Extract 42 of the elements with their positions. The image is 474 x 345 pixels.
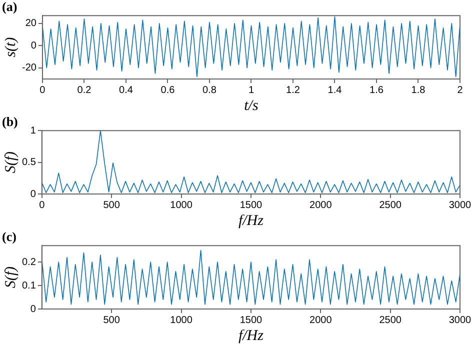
x-tick-label: 0.6 (160, 84, 176, 96)
x-tick-label: 1.8 (411, 84, 426, 96)
x-axis-title: f/Hz (238, 328, 264, 344)
x-tick-label: 1000 (170, 200, 193, 211)
x-tick-label: 3000 (448, 314, 472, 326)
x-tick-label: 2000 (310, 200, 332, 211)
chart-title: (b) (2, 114, 18, 130)
x-tick-label: 500 (103, 314, 120, 326)
x-tick-label: 500 (103, 200, 120, 211)
x-tick-label: 2500 (379, 314, 402, 326)
x-tick-label: 2000 (310, 314, 332, 326)
y-axis-title: S(f) (2, 151, 19, 174)
x-tick-label: 0.2 (77, 84, 92, 96)
y-tick-label: 1 (30, 125, 36, 136)
y-tick-label: 0 (30, 188, 36, 200)
x-tick-label: 0 (39, 200, 46, 211)
x-axis-title: f/Hz (238, 212, 264, 229)
chart-title: (c) (2, 229, 16, 244)
x-tick-label: 1 (248, 84, 254, 96)
y-tick-label: -20 (22, 62, 37, 74)
y-tick-label: 0.5 (22, 157, 36, 168)
x-tick-label: 1500 (240, 314, 263, 326)
chart-title: (a) (2, 0, 18, 14)
x-tick-label: 1000 (170, 314, 193, 326)
x-tick-label: 1500 (240, 200, 263, 211)
x-tick-label: 0.4 (119, 84, 134, 96)
x-tick-label: 2 (457, 84, 464, 96)
x-tick-label: 1.2 (286, 84, 300, 96)
x-tick-label: 1.4 (328, 84, 342, 96)
x-axis-title: t/s (244, 98, 258, 114)
y-axis-title: S(f) (2, 266, 19, 288)
y-tick-label: 0.1 (22, 280, 36, 292)
y-tick-label: 0 (30, 304, 36, 315)
x-tick-label: 3000 (448, 200, 472, 211)
x-tick-label: 2500 (379, 200, 402, 211)
x-tick-label: 0.8 (202, 84, 217, 96)
y-axis-title: s(t) (2, 37, 19, 58)
y-tick-label: 20 (25, 18, 37, 30)
x-tick-label: 0 (40, 84, 46, 96)
y-tick-label: 0.2 (22, 256, 36, 268)
x-tick-label: 1.6 (370, 84, 384, 96)
y-tick-label: 0 (30, 40, 37, 52)
